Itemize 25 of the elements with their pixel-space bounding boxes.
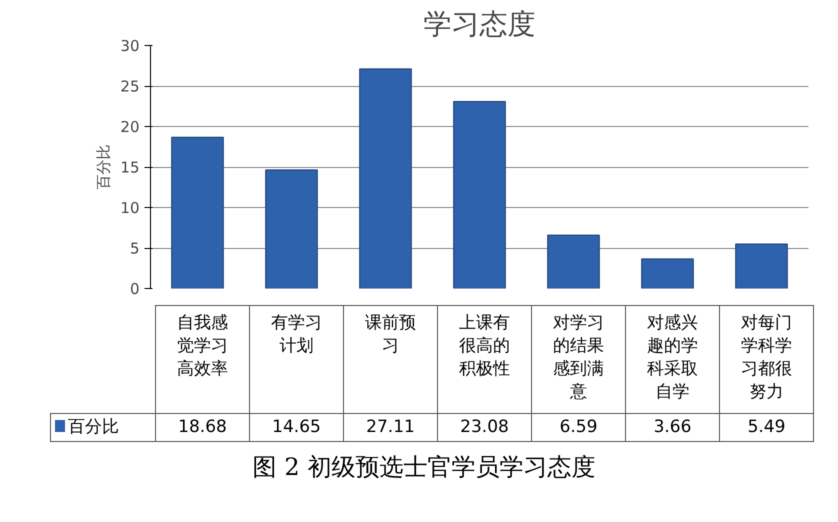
data-label: 6.59 bbox=[532, 414, 626, 442]
y-tick-label: 5 bbox=[130, 240, 140, 258]
data-label: 14.65 bbox=[250, 414, 344, 442]
y-tick-label: 10 bbox=[120, 199, 140, 217]
data-label: 5.49 bbox=[720, 414, 814, 442]
y-tick-label: 25 bbox=[120, 78, 140, 96]
chart-title: 学习态度 bbox=[424, 8, 536, 40]
data-label: 3.66 bbox=[626, 414, 720, 442]
x-tick-label: 课前预习 bbox=[344, 306, 438, 414]
x-tick-label: 有学习计划 bbox=[250, 306, 344, 414]
x-tick-label: 自我感觉学习高效率 bbox=[156, 306, 250, 414]
data-label: 27.11 bbox=[344, 414, 438, 442]
y-tick-label: 0 bbox=[130, 280, 140, 298]
y-tick-label: 15 bbox=[120, 158, 140, 176]
x-tick-label: 对感兴趣的学科采取自学 bbox=[626, 306, 720, 414]
y-tick-label: 30 bbox=[120, 37, 140, 55]
y-tick-label: 20 bbox=[120, 118, 140, 136]
x-tick-label: 对每门学科学习都很努力 bbox=[720, 306, 814, 414]
data-label: 23.08 bbox=[438, 414, 532, 442]
data-label: 18.68 bbox=[156, 414, 250, 442]
x-tick-label: 对学习的结果感到满意 bbox=[532, 306, 626, 414]
legend-label: 百分比 bbox=[50, 414, 156, 442]
y-axis-title: 百分比 bbox=[94, 144, 112, 190]
x-tick-label: 上课有很高的积极性 bbox=[438, 306, 532, 414]
caption: 图 2 初级预选士官学员学习态度 bbox=[252, 452, 596, 483]
